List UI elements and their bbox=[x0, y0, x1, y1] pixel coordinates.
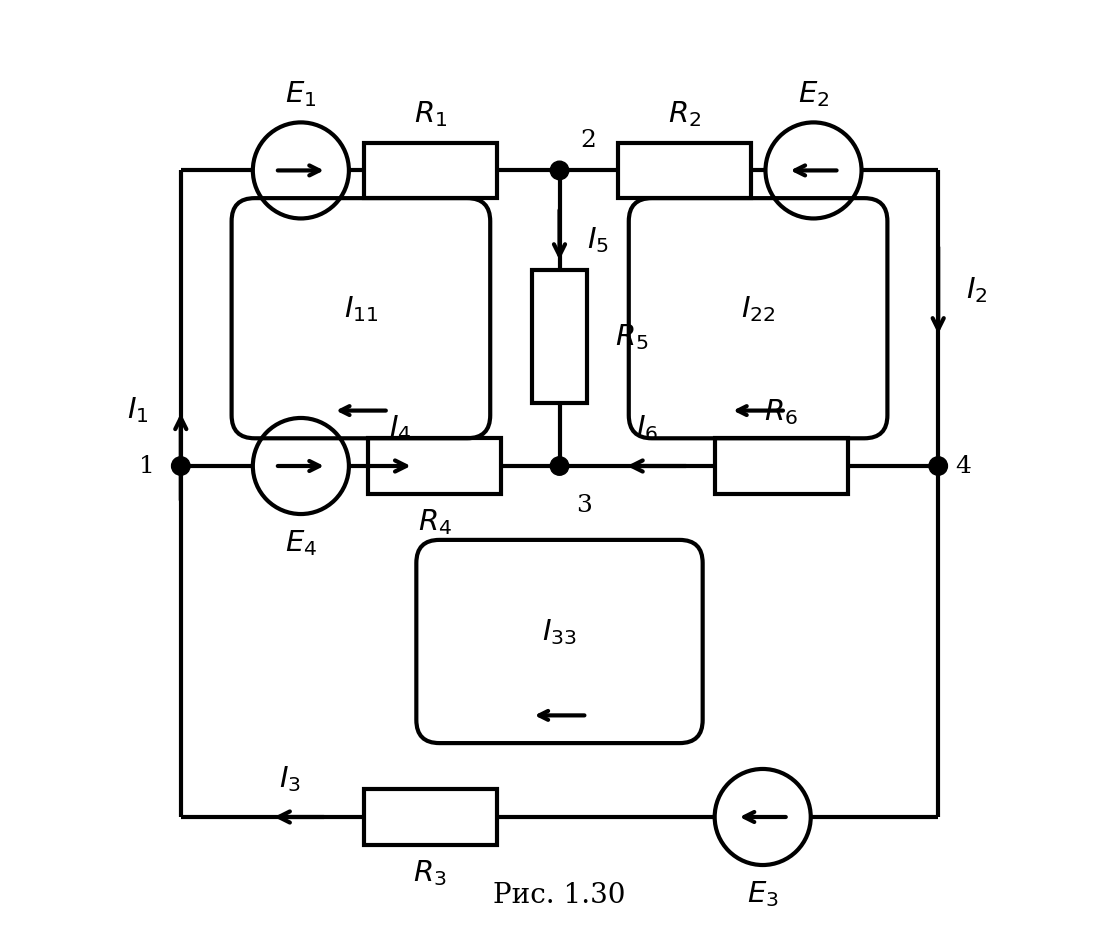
Text: $I_{1}$: $I_{1}$ bbox=[126, 396, 149, 426]
Bar bbox=[368, 438, 501, 494]
Circle shape bbox=[715, 769, 811, 865]
Circle shape bbox=[929, 457, 948, 475]
Text: $I_{5}$: $I_{5}$ bbox=[587, 225, 609, 254]
Circle shape bbox=[551, 457, 568, 475]
Text: $I_{3}$: $I_{3}$ bbox=[279, 764, 301, 794]
Text: $I_{2}$: $I_{2}$ bbox=[966, 276, 987, 306]
Text: $R_{3}$: $R_{3}$ bbox=[413, 858, 446, 888]
Text: 1: 1 bbox=[139, 455, 154, 477]
Text: $R_{6}$: $R_{6}$ bbox=[764, 397, 798, 427]
Text: 3: 3 bbox=[576, 494, 592, 516]
Text: $R_{4}$: $R_{4}$ bbox=[417, 508, 452, 538]
Text: $R_{2}$: $R_{2}$ bbox=[668, 99, 700, 129]
Bar bbox=[364, 143, 497, 199]
Circle shape bbox=[551, 161, 568, 180]
Circle shape bbox=[765, 122, 862, 218]
Text: $E_{2}$: $E_{2}$ bbox=[798, 78, 829, 108]
Circle shape bbox=[171, 457, 190, 475]
Text: Рис. 1.30: Рис. 1.30 bbox=[493, 882, 626, 909]
Text: $I_{{22}}$: $I_{{22}}$ bbox=[741, 295, 775, 324]
Text: 2: 2 bbox=[580, 129, 595, 152]
Text: 4: 4 bbox=[955, 455, 970, 477]
Bar bbox=[364, 789, 497, 844]
Text: $R_{5}$: $R_{5}$ bbox=[615, 322, 648, 351]
Text: $I_{4}$: $I_{4}$ bbox=[388, 413, 411, 443]
Text: $I_{{11}}$: $I_{{11}}$ bbox=[344, 295, 378, 324]
Bar bbox=[715, 438, 848, 494]
Bar bbox=[532, 270, 587, 404]
Text: $R_{1}$: $R_{1}$ bbox=[414, 99, 446, 129]
Text: $E_{4}$: $E_{4}$ bbox=[285, 528, 317, 557]
Text: $E_{3}$: $E_{3}$ bbox=[746, 879, 779, 909]
Bar bbox=[618, 143, 751, 199]
Text: $I_{6}$: $I_{6}$ bbox=[636, 413, 658, 443]
Text: $I_{{33}}$: $I_{{33}}$ bbox=[542, 617, 577, 647]
Text: $E_{1}$: $E_{1}$ bbox=[285, 78, 317, 108]
Circle shape bbox=[253, 418, 349, 514]
Circle shape bbox=[253, 122, 349, 218]
